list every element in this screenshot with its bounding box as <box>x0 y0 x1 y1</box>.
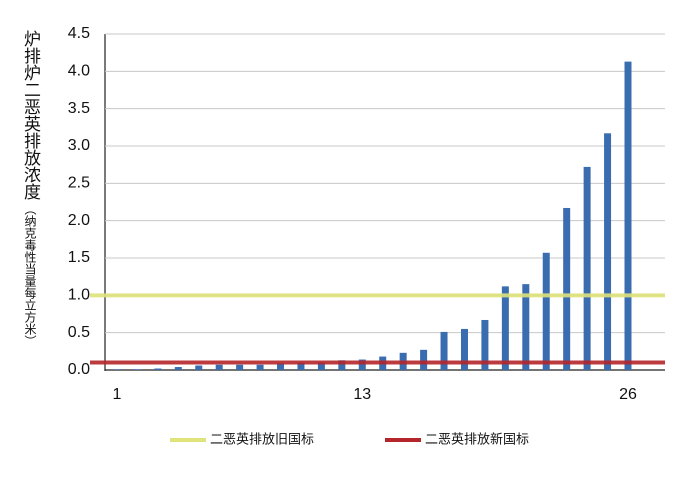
legend-label: 二恶英排放新国标 <box>425 432 529 448</box>
bar <box>317 362 325 370</box>
y-tick-label: 0.0 <box>68 361 90 378</box>
y-tick-label: 2.5 <box>68 175 90 192</box>
y-tick-label: 1.5 <box>68 249 90 266</box>
bar <box>440 331 448 370</box>
bar <box>236 364 244 370</box>
bar <box>338 360 346 370</box>
bar <box>256 364 264 370</box>
y-tick-label: 4.0 <box>68 63 90 80</box>
bar <box>542 252 550 370</box>
bar <box>113 369 121 370</box>
x-tick-label: 13 <box>353 386 371 403</box>
bar <box>501 286 509 370</box>
bar <box>563 207 571 370</box>
bar <box>522 284 530 370</box>
y-axis-label: 炉排炉二恶英排放浓度 <box>20 30 41 200</box>
bar <box>583 166 591 370</box>
bar <box>604 133 612 370</box>
bar <box>195 365 203 370</box>
bar <box>215 364 223 370</box>
y-tick-label: 3.0 <box>68 137 90 154</box>
y-tick-label: 1.0 <box>68 287 90 304</box>
y-tick-label: 2.0 <box>68 212 90 229</box>
bar <box>174 367 182 370</box>
x-tick-label: 26 <box>619 386 637 403</box>
bar <box>420 349 428 370</box>
y-tick-label: 0.5 <box>68 324 90 341</box>
x-tick-label: 1 <box>113 386 122 403</box>
y-tick-label: 3.5 <box>68 100 90 117</box>
bar <box>133 369 141 370</box>
bar <box>624 61 632 370</box>
bar <box>297 362 305 370</box>
bar <box>358 359 366 370</box>
y-tick-label: 4.5 <box>68 25 90 42</box>
bar <box>277 363 285 370</box>
bar <box>481 319 489 370</box>
y-axis-unit: （纳克毒性当量每立方米） <box>23 203 37 347</box>
bar <box>460 328 468 370</box>
legend-label: 二恶英排放旧国标 <box>210 433 314 448</box>
bar <box>154 368 162 370</box>
